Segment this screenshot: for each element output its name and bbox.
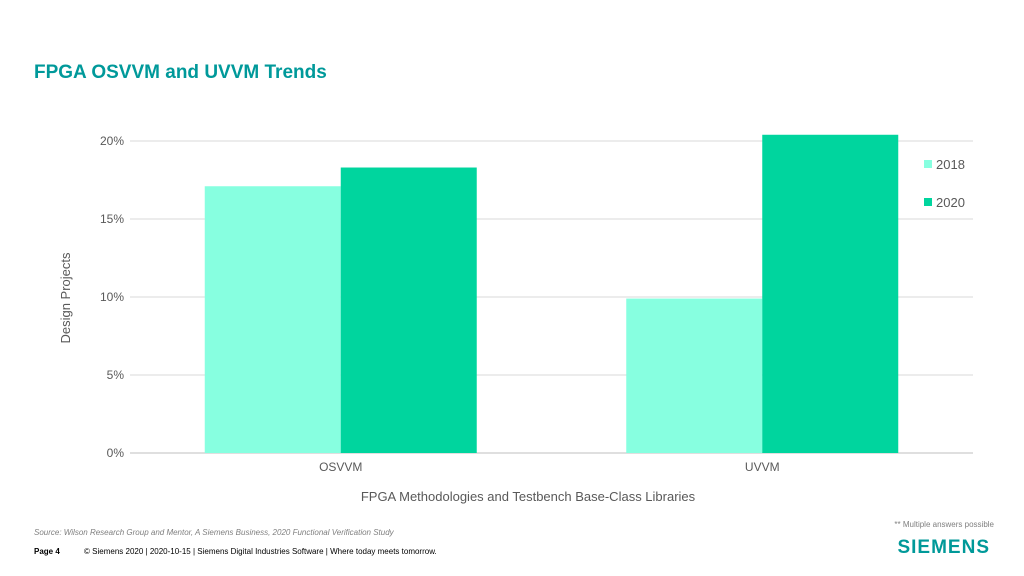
y-tick-label: 20% (100, 134, 124, 148)
slide-title: FPGA OSVVM and UVVM Trends (34, 62, 327, 83)
footer: Page 4 © Siemens 2020 | 2020-10-15 | Sie… (34, 547, 437, 556)
bar-2018-uvvm (626, 298, 763, 453)
bar-2018-osvvm (204, 186, 341, 454)
legend-label: 2020 (936, 195, 965, 210)
y-tick-label: 10% (100, 290, 124, 304)
page-number: Page 4 (34, 547, 60, 556)
y-tick-label: 0% (107, 446, 125, 460)
x-tick-label: OSVVM (319, 460, 362, 474)
bar-2020-osvvm (340, 167, 477, 453)
legend-swatch (924, 198, 932, 206)
legend-label: 2018 (936, 157, 965, 172)
x-tick-label: UVVM (745, 460, 780, 474)
bar-chart: 0% 5% 10% 15% 20% OSVVM UVVM 2018 2020 Design … (58, 134, 973, 504)
x-axis-title: FPGA Methodologies and Testbench Base-Cl… (361, 489, 696, 504)
y-tick-label: 5% (107, 368, 125, 382)
source-note: Source: Wilson Research Group and Mentor… (34, 528, 394, 537)
bar-2020-uvvm (762, 134, 899, 453)
footnote: ** Multiple answers possible (894, 520, 994, 529)
y-axis-title: Design Projects (58, 252, 73, 344)
legend-swatch (924, 160, 932, 168)
siemens-logo: SIEMENS (897, 537, 990, 558)
y-tick-label: 15% (100, 212, 124, 226)
footer-text: © Siemens 2020 | 2020-10-15 | Siemens Di… (84, 547, 437, 556)
